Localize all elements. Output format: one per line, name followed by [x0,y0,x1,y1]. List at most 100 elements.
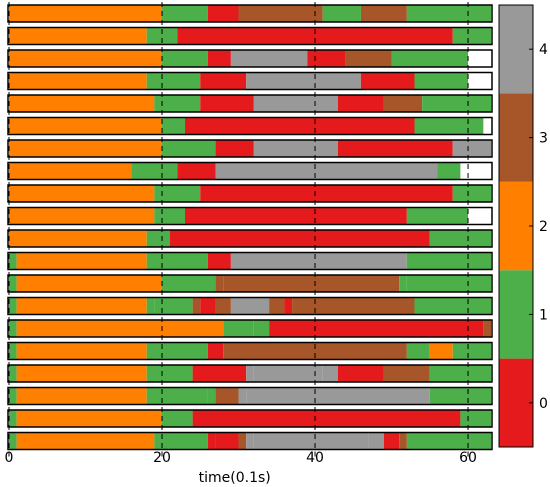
bar-segment [16,252,147,270]
bar-segment [452,27,491,45]
bar-segment [253,432,369,450]
colorbar-segment [499,5,533,94]
bar-segment [9,230,147,247]
bar-segment [162,50,208,67]
bar-segment [146,27,178,45]
bar-segment [9,72,147,90]
bar-frame [7,409,493,428]
bar-segment [162,432,208,450]
bar-segment [9,342,17,360]
bar-segment [452,140,491,157]
bar-segment [9,95,155,112]
bar-segment [238,320,254,337]
bar-segment [9,117,163,135]
bar-frame [7,341,493,361]
bar-segment [200,95,254,112]
bar-segment [399,432,407,450]
bar-segment [406,252,491,270]
bar-row [7,341,493,361]
bar-row [7,4,493,23]
colorbar-segment [499,270,533,359]
bar-segment [200,297,216,315]
bar-segment [215,140,254,157]
bar-segment [16,432,155,450]
bar-row [7,71,493,91]
bar-segment [9,320,17,337]
colorbar-tick-label: 4 [539,42,548,58]
bar-segment [9,5,163,22]
colorbar-tick-label: 1 [539,307,548,323]
bar-segment [154,95,201,112]
bar-segment [322,365,338,382]
bar-segment [238,5,323,22]
colorbar-segment [499,181,533,271]
bar-row [7,116,493,136]
bar-frame [7,161,493,181]
bar-segment [215,432,239,450]
bar-segment [246,72,361,90]
bar-segment [207,252,231,270]
bar-frame [7,139,493,158]
bar-segment [207,387,216,405]
bar-segment [215,297,231,315]
bar-segment [383,365,430,382]
bar-frame [7,4,493,23]
bar-segment [460,410,491,427]
bar-segment [223,342,407,360]
bar-segment [146,230,170,247]
bar-segment [253,320,270,337]
bar-segment [383,432,400,450]
bar-segment [207,432,216,450]
bar-segment [16,320,224,337]
bar-frame [7,94,493,113]
bar-segment [253,365,323,382]
bar-segment [284,297,293,315]
bar-segment [16,275,163,292]
bar-segment [215,275,224,292]
bar-segment [406,342,430,360]
bar-segment [452,185,491,202]
bar-segment [452,342,491,360]
x-axis-label: time(0.1s) [199,470,271,486]
bar-segment [9,410,17,427]
bar-segment [162,117,185,135]
bar-segment [406,432,491,450]
bar-segment [16,342,147,360]
bar-segment [207,50,231,67]
bar-segment [177,27,453,45]
colorbar-segment [499,93,533,182]
bar-segment [429,230,491,247]
bar-segment [200,185,453,202]
bar-segment [238,387,247,405]
bar-segment [9,162,132,180]
bar-row [7,319,493,338]
bar-segment [269,320,484,337]
bar-frame [7,49,493,68]
bar-segment [9,207,155,225]
bar-segment [230,297,239,315]
bar-segment [16,365,147,382]
bar-segment [269,297,285,315]
bar-segment [253,140,338,157]
bar-row [7,431,493,451]
bar-segment [230,50,308,67]
bar-segment [238,252,407,270]
bar-segment [368,432,384,450]
bar-frame [7,296,493,316]
bar-segment [9,252,17,270]
colorbar-frame [498,4,534,448]
bar-segment [207,5,239,22]
bar-segment [246,365,254,382]
bar-segment [154,432,163,450]
reference-lines [8,2,469,453]
bar-segment [383,95,423,112]
bar-row [7,386,493,406]
bar-row [7,364,493,383]
bar-segment [223,275,400,292]
bar-segment [207,342,224,360]
bar-segment [146,72,201,90]
bar-segment [406,275,491,292]
bar-segment [246,387,430,405]
bar-frame [7,274,493,293]
x-tick-label: 20 [153,450,171,466]
